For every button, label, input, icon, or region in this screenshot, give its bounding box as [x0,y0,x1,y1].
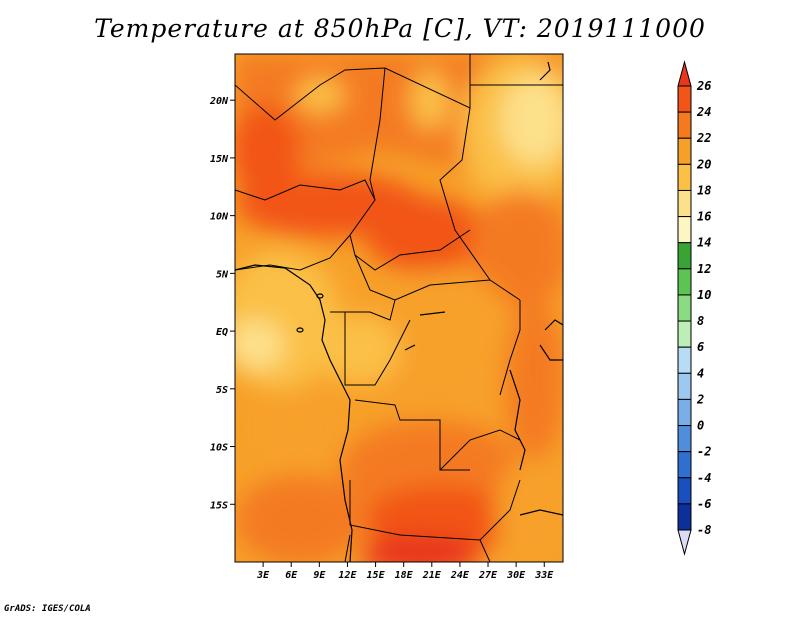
colorbar-box [677,242,692,270]
x-tick-label: 3E [256,570,270,581]
chart-title: Temperature at 850hPa [C], VT: 201911100… [94,14,706,43]
colorbar-label: 12 [697,262,711,276]
colorbar-label: -2 [697,445,711,459]
y-tick-label: 5S [216,385,228,396]
x-tick-label: 33E [534,570,554,581]
temperature-field [235,54,563,562]
colorbar-box [677,372,692,400]
x-tick-label: 24E [450,570,470,581]
colorbar-label: 26 [696,79,711,93]
coastline [235,61,563,562]
colorbar-label: 24 [696,105,711,119]
y-tick-label: 20N [209,96,229,107]
colorbar-label: -4 [697,471,711,485]
colorbar-box [677,189,692,218]
colorbar-box [677,111,692,139]
colorbar-label: 22 [696,131,711,145]
colorbar-label: 20 [696,157,711,171]
x-tick-label: 21E [422,570,442,581]
x-tick-label: 12E [338,570,357,581]
colorbar-label: 16 [697,210,711,224]
y-tick-label: 15N [210,154,229,165]
colorbar-box [677,425,692,453]
colorbar-label: 10 [697,288,711,302]
colorbar-box [677,503,692,531]
y-tick-label: 10N [210,212,229,223]
colorbar-label: 18 [697,183,711,197]
colorbar-box [677,320,692,348]
colorbar-box [677,477,692,505]
colorbar-label: 2 [696,392,704,406]
credit-text: GrADS: IGES/COLA [4,604,91,614]
colorbar-label: -8 [697,523,711,537]
y-tick-label: EQ [216,327,228,338]
colorbar-box [677,268,692,296]
colorbar-label: 14 [697,236,711,250]
colorbar-label: -6 [697,497,711,511]
y-axis: 20N 15N 10N 5N EQ 5S 10S 15S [209,96,235,511]
y-tick-label: 15S [210,500,228,511]
colorbar-box [677,137,692,165]
colorbar-box [677,398,692,427]
x-tick-label: 9E [313,570,326,581]
x-tick-label: 27E [478,570,498,581]
colorbar-label: 0 [697,419,704,433]
y-tick-label: 10S [210,443,228,454]
x-tick-label: 15E [367,570,386,581]
colorbar-extend-top [677,60,692,87]
colorbar-box [677,85,692,113]
colorbar-label: 6 [697,340,704,354]
colorbar-label: 4 [697,366,704,380]
y-tick-label: 5N [216,269,229,280]
colorbar-box [677,346,692,374]
colorbar-label: 8 [697,314,704,328]
colorbar-extend-bottom [677,529,692,556]
colorbar-box [677,163,692,191]
colorbar-box [677,294,692,322]
x-tick-label: 6E [285,570,298,581]
x-tick-label: 30E [506,570,526,581]
map-frame [234,53,564,563]
x-axis: 3E 6E 9E 12E 15E 18E 21E 24E 27E 30E 33E [256,562,554,581]
colorbar-box [677,216,692,244]
x-tick-label: 18E [395,570,414,581]
country-borders [235,54,563,562]
colorbar-box [677,451,692,479]
